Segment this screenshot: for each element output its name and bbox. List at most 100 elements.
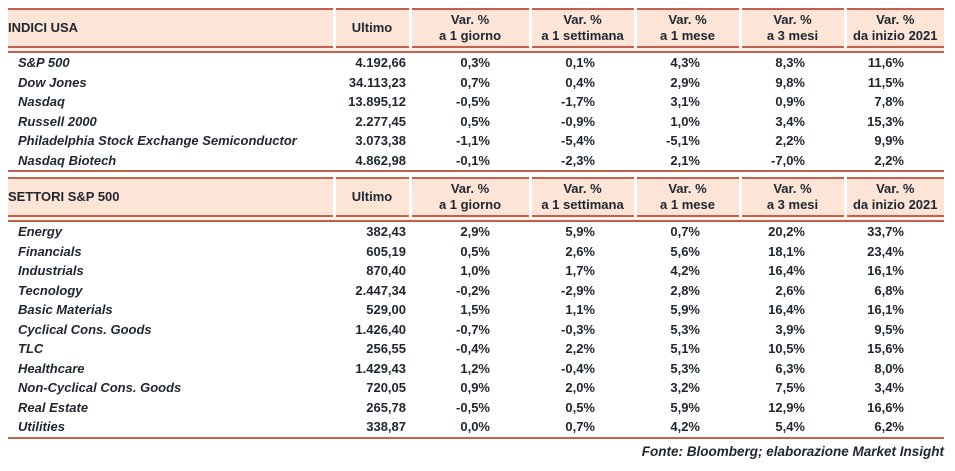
var-pct-value: -0,4% [456,341,490,356]
var-pct-value: 8,0% [874,360,904,376]
ultimo-value: 265,78 [366,399,406,415]
table-row: Nasdaq 13.895,12 -0,5% -1,7% 3,1% 0,9% 7,8% [8,92,944,112]
var-pct-value: 20,2% [768,224,805,239]
var-pct-value: 23,4% [867,243,904,259]
var-pct-value: 3,4% [874,380,904,395]
header-divider [8,215,944,222]
var-pct-value: -1,1% [456,133,490,148]
var-label: Var. % [450,12,490,27]
col-header-var-1-giorno: Var. % a 1 giorno [408,9,530,47]
var-pct-value: 9,8% [775,74,805,90]
var-pct-value: 2,9% [670,74,700,90]
section-title: SETTORI S&P 500 [8,178,334,216]
var-pct-value: 16,6% [867,399,904,415]
table-row: Healthcare 1.429,43 1,2% -0,4% 5,3% 6,3% 8,0% [8,359,944,379]
col-header-var-inizio-2021: Var. % da inizio 2021 [843,9,944,47]
table-row: Dow Jones 34.113,23 0,7% 0,4% 2,9% 9,8% 11,5% [8,73,944,93]
var-pct-value: 0,5% [460,113,490,129]
row-name: Basic Materials [18,302,113,317]
var-pct-value: 0,9% [460,380,490,395]
settori-sp500-table: SETTORI S&P 500 Ultimo Var. % a 1 giorno… [8,177,944,440]
var-pct-value: 8,3% [775,55,805,70]
var-pct-value: -2,3% [561,152,595,168]
table-row: Utilities 338,87 0,0% 0,7% 4,2% 5,4% 6,2% [8,417,944,438]
row-name: Philadelphia Stock Exchange Semiconducto… [18,133,297,148]
col-header-var-1-settimana: Var. % a 1 settimana [528,9,635,47]
var-pct-value: 1,0% [670,113,700,129]
ultimo-value: 3.073,38 [355,133,406,148]
table-bottom-line [8,436,944,440]
var-pct-value: -0,7% [456,321,490,337]
header-row: SETTORI S&P 500 Ultimo Var. % a 1 giorno… [8,178,944,216]
table-row: Financials 605,19 0,5% 2,6% 5,6% 18,1% 23,4% [8,242,944,262]
period-label: a 1 giorno [438,28,502,43]
var-pct-value: 5,9% [670,302,700,317]
var-label: Var. % [876,181,915,196]
var-pct-value: 0,9% [775,94,805,109]
period-label: a 1 mese [660,28,715,43]
var-pct-value: 0,7% [460,74,490,90]
var-pct-value: 4,2% [670,419,700,434]
var-pct-value: 2,6% [775,282,805,298]
var-pct-value: 11,5% [867,74,904,90]
var-label: Var. % [773,12,812,27]
var-pct-value: 0,5% [460,243,490,259]
var-pct-value: 10,5% [768,341,805,356]
var-pct-value: 5,9% [670,399,700,415]
var-pct-value: 2,0% [565,380,595,395]
period-label: a 1 settimana [541,28,624,43]
indici-usa-table: INDICI USA Ultimo Var. % a 1 giorno Var.… [8,8,944,173]
var-pct-value: 2,6% [565,243,595,259]
var-pct-value: 33,7% [867,224,904,239]
var-pct-value: 9,9% [874,133,904,148]
period-label: a 1 settimana [541,197,624,212]
col-header-var-1-settimana: Var. % a 1 settimana [528,178,635,216]
var-pct-value: 1,0% [460,263,490,278]
row-name: Healthcare [18,360,85,376]
var-pct-value: 5,9% [565,224,595,239]
table-row: Nasdaq Biotech 4.862,98 -0,1% -2,3% 2,1% -7,0… [8,151,944,172]
var-pct-value: 5,4% [775,419,805,434]
row-name: Non-Cyclical Cons. Goods [18,380,182,395]
var-pct-value: -7,0% [771,152,805,168]
var-pct-value: -0,1% [456,152,490,168]
var-pct-value: 6,3% [775,360,805,376]
var-label: Var. % [668,12,707,27]
ultimo-value: 4.192,66 [355,55,406,70]
var-pct-value: 16,1% [867,263,904,278]
ultimo-value: 1.429,43 [355,360,406,376]
header-row: INDICI USA Ultimo Var. % a 1 giorno Var.… [8,9,944,47]
period-label: a 3 mesi [766,197,819,212]
col-header-var-3-mesi: Var. % a 3 mesi [738,9,845,47]
var-pct-value: 15,3% [867,113,904,129]
row-name: S&P 500 [18,55,70,70]
col-header-var-3-mesi: Var. % a 3 mesi [738,178,845,216]
ultimo-value: 338,87 [366,419,406,434]
var-pct-value: 0,0% [460,419,490,434]
table-row: Philadelphia Stock Exchange Semiconducto… [8,131,944,151]
var-pct-value: 2,2% [775,133,805,148]
ultimo-value: 4.862,98 [355,152,406,168]
col-header-ultimo: Ultimo [332,9,410,47]
var-pct-value: -0,5% [456,399,490,415]
market-report: INDICI USA Ultimo Var. % a 1 giorno Var.… [8,8,944,459]
section-title: INDICI USA [8,9,334,47]
var-pct-value: 2,9% [460,224,490,239]
var-pct-value: 0,4% [565,74,595,90]
var-pct-value: 3,1% [670,94,700,109]
ultimo-value: 870,40 [366,263,406,278]
ultimo-value: 605,19 [366,243,406,259]
ultimo-value: 382,43 [366,224,406,239]
var-pct-value: 3,9% [775,321,805,337]
var-pct-value: 7,5% [775,380,805,395]
var-pct-value: 5,3% [670,321,700,337]
period-label: a 3 mesi [766,28,819,43]
table-row: Industrials 870,40 1,0% 1,7% 4,2% 16,4% 16,1% [8,261,944,281]
var-pct-value: 0,1% [565,55,595,70]
table-row: S&P 500 4.192,66 0,3% 0,1% 4,3% 8,3% 11,6% [8,52,944,73]
var-pct-value: -1,7% [561,94,595,109]
ultimo-value: 529,00 [366,302,406,317]
var-pct-value: 1,7% [565,263,595,278]
period-label: a 1 giorno [438,197,502,212]
row-name: Russell 2000 [18,113,97,129]
